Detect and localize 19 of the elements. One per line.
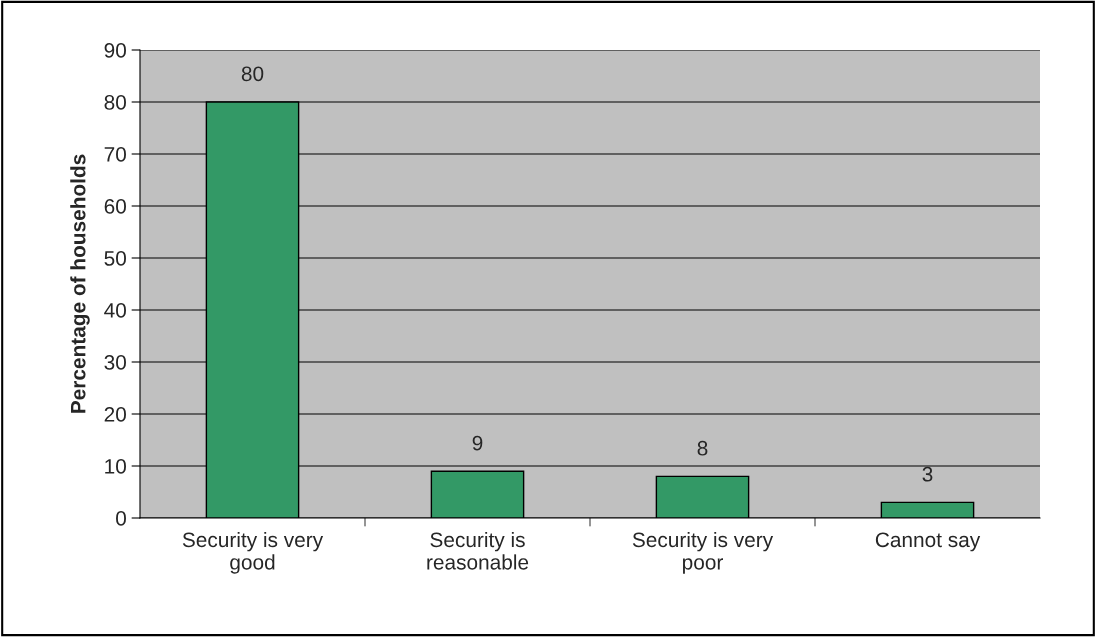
y-tick-label: 80 [104,95,126,110]
y-tick-label: 0 [116,511,126,526]
y-tick-label: 60 [104,199,126,214]
x-tick-label: Security is reasonable [427,531,529,570]
data-label: 9 [472,435,483,451]
data-label: 3 [922,466,933,482]
data-label: 8 [697,440,708,456]
x-tick-label: Cannot say [875,532,981,552]
y-tick-label: 70 [104,147,126,162]
x-tick-label: Security is very poor [632,531,774,574]
x-tick-label: Security is very good [182,531,324,574]
y-tick-label: 30 [104,355,126,370]
y-tick-label: 40 [104,303,126,318]
y-tick-label: 90 [104,43,126,58]
data-label: 80 [241,66,264,82]
y-tick-label: 10 [105,459,126,474]
y-tick-label: 20 [104,407,126,422]
y-axis-title: Percentage of households [70,154,90,413]
y-tick-label: 50 [104,251,126,266]
